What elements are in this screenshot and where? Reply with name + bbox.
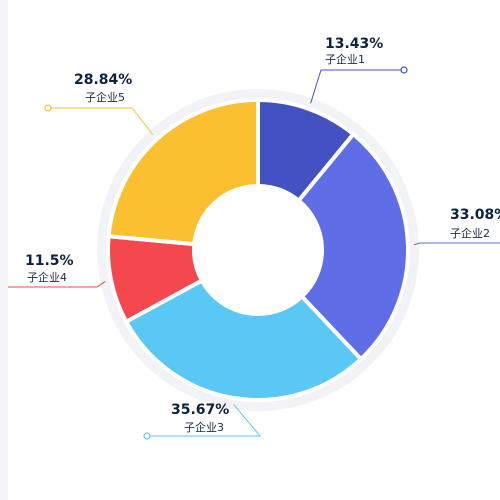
leader-line-2 [413, 242, 500, 246]
leader-line-1 [310, 69, 404, 104]
label-pct-5: 28.84% [74, 72, 132, 88]
slice-2 [296, 132, 410, 362]
donut-hole [194, 186, 322, 314]
label-pct-4: 11.5% [25, 253, 74, 269]
label-pct-1: 13.43% [325, 36, 383, 52]
label-pct-2: 33.08% [450, 207, 500, 223]
leader-line-5 [48, 107, 154, 136]
leader-lines-group [8, 66, 500, 440]
leader-dot-1 [400, 66, 408, 74]
leader-dot-5 [44, 104, 52, 112]
label-name-4: 子企业4 [27, 270, 67, 284]
label-name-1: 子企业1 [325, 52, 365, 66]
label-name-3: 子企业3 [184, 420, 224, 434]
label-name-2: 子企业2 [450, 226, 490, 240]
label-name-5: 子企业5 [85, 90, 125, 104]
label-pct-3: 35.67% [171, 402, 229, 418]
leader-line-4 [8, 281, 106, 288]
leader-line-3 [147, 403, 262, 437]
leader-dot-3 [143, 432, 151, 440]
left-strip [0, 0, 8, 500]
